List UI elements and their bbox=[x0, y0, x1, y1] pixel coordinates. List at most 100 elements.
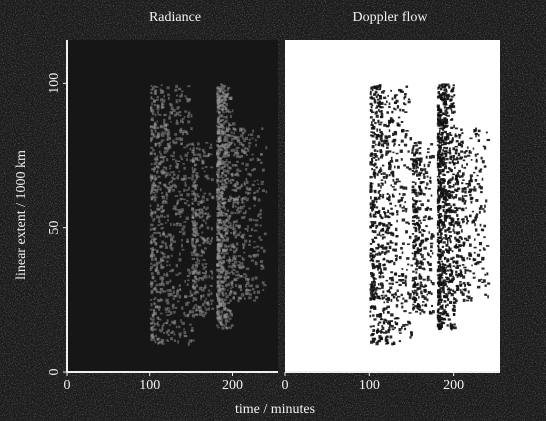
texture bbox=[217, 317, 219, 320]
texture bbox=[447, 203, 450, 206]
texture bbox=[218, 243, 220, 245]
texture bbox=[447, 152, 449, 154]
texture bbox=[446, 209, 449, 212]
texture bbox=[460, 289, 462, 291]
texture bbox=[181, 198, 184, 200]
texture bbox=[381, 245, 384, 247]
texture bbox=[199, 154, 201, 157]
texture bbox=[187, 279, 189, 281]
texture bbox=[416, 261, 419, 264]
texture bbox=[448, 185, 451, 188]
texture bbox=[458, 170, 461, 173]
texture bbox=[455, 152, 457, 154]
texture bbox=[194, 164, 197, 166]
texture bbox=[380, 235, 382, 237]
texture bbox=[402, 298, 404, 300]
texture bbox=[415, 268, 418, 270]
texture bbox=[160, 215, 163, 218]
texture bbox=[392, 97, 394, 100]
texture bbox=[225, 171, 228, 173]
texture bbox=[471, 159, 473, 161]
texture bbox=[408, 101, 411, 104]
texture bbox=[160, 157, 162, 159]
texture bbox=[169, 289, 171, 292]
texture bbox=[390, 90, 392, 92]
texture bbox=[156, 316, 158, 319]
texture bbox=[158, 114, 161, 116]
texture bbox=[226, 327, 228, 329]
texture bbox=[382, 165, 384, 167]
texture bbox=[439, 240, 442, 243]
texture bbox=[460, 291, 463, 293]
texture bbox=[260, 162, 263, 164]
texture bbox=[486, 132, 488, 134]
texture bbox=[452, 308, 455, 311]
texture bbox=[462, 195, 464, 198]
texture bbox=[200, 298, 202, 301]
texture bbox=[421, 295, 424, 298]
texture bbox=[387, 322, 390, 324]
texture bbox=[160, 264, 162, 267]
texture bbox=[402, 324, 405, 327]
texture bbox=[249, 218, 252, 221]
texture bbox=[157, 204, 159, 207]
texture bbox=[183, 177, 186, 180]
texture bbox=[188, 143, 190, 145]
texture bbox=[250, 133, 253, 136]
texture bbox=[477, 261, 480, 264]
texture bbox=[155, 194, 157, 196]
texture bbox=[153, 183, 155, 185]
texture bbox=[198, 306, 201, 309]
texture bbox=[260, 209, 262, 212]
texture bbox=[205, 263, 208, 265]
texture bbox=[182, 121, 184, 123]
texture bbox=[453, 313, 455, 316]
texture bbox=[450, 134, 452, 136]
texture bbox=[399, 109, 401, 112]
texture bbox=[458, 143, 461, 146]
texture bbox=[169, 270, 171, 272]
texture bbox=[191, 294, 193, 296]
texture bbox=[481, 268, 484, 270]
texture bbox=[415, 243, 417, 246]
texture bbox=[204, 275, 207, 278]
texture bbox=[472, 220, 474, 223]
texture bbox=[444, 214, 446, 216]
texture bbox=[203, 155, 206, 158]
texture bbox=[210, 292, 212, 295]
texture bbox=[189, 271, 192, 274]
texture bbox=[164, 151, 167, 154]
texture bbox=[165, 222, 167, 224]
texture bbox=[220, 214, 223, 217]
texture bbox=[216, 95, 219, 97]
texture bbox=[248, 285, 250, 287]
texture bbox=[151, 291, 154, 294]
texture bbox=[440, 184, 443, 186]
texture bbox=[162, 227, 164, 229]
texture bbox=[170, 181, 173, 183]
texture bbox=[449, 98, 452, 100]
texture bbox=[264, 233, 267, 236]
texture bbox=[413, 227, 416, 229]
texture bbox=[219, 107, 221, 110]
texture bbox=[161, 140, 163, 143]
texture bbox=[260, 247, 263, 249]
texture bbox=[475, 199, 478, 202]
texture bbox=[166, 311, 168, 313]
texture bbox=[167, 150, 169, 152]
texture bbox=[370, 284, 373, 286]
texture bbox=[453, 265, 456, 267]
texture bbox=[154, 178, 157, 181]
texture bbox=[439, 128, 442, 130]
texture bbox=[415, 229, 418, 232]
texture bbox=[218, 112, 220, 114]
texture bbox=[429, 279, 431, 281]
texture bbox=[217, 244, 219, 247]
texture bbox=[221, 95, 224, 98]
texture bbox=[412, 277, 415, 280]
texture bbox=[443, 180, 445, 183]
texture bbox=[231, 131, 233, 133]
texture bbox=[169, 165, 171, 167]
texture bbox=[221, 320, 223, 322]
texture bbox=[437, 227, 439, 229]
